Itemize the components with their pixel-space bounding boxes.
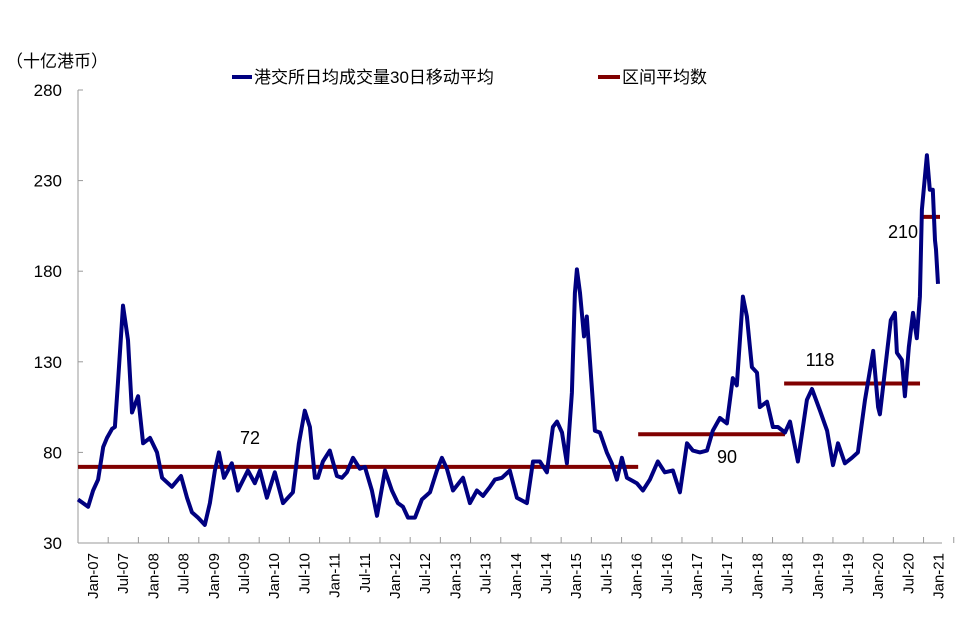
series-line-hkex-30d-average xyxy=(76,153,940,527)
x-tick-label: Jan-20 xyxy=(870,553,887,599)
x-tick-label: Jan-09 xyxy=(206,553,223,599)
x-tick-label: Jan-08 xyxy=(145,553,162,599)
x-tick-label: Jan-18 xyxy=(749,553,766,599)
x-tick-label: Jul-09 xyxy=(236,553,253,594)
x-tick-label: Jan-21 xyxy=(931,553,948,599)
average-value-label: 90 xyxy=(717,447,737,467)
x-ticks: Jan-07 Jul-07 Jan-08 Jul-08 Jan-09 Jul-09 Jan-… xyxy=(85,537,955,599)
x-tick-label: Jul-15 xyxy=(598,553,615,594)
x-tick-label: Jan-19 xyxy=(810,553,827,599)
legend-label-series-1: 区间平均数 xyxy=(622,68,707,87)
x-tick-label: Jan-07 xyxy=(85,553,102,599)
x-tick-label: Jul-12 xyxy=(417,553,434,594)
legend-label-series-0: 港交所日均成交量30日移动平均 xyxy=(254,68,494,87)
series-lines xyxy=(76,153,940,527)
x-tick-label: Jul-10 xyxy=(296,553,313,594)
x-tick-label: Jul-18 xyxy=(780,553,797,594)
x-tick-label: Jan-11 xyxy=(327,553,344,598)
average-value-label: 118 xyxy=(806,350,835,370)
y-tick-label: 30 xyxy=(43,534,62,553)
average-value-label: 210 xyxy=(888,222,918,242)
unit-label: （十亿港币） xyxy=(6,52,108,71)
y-tick-label: 80 xyxy=(43,443,62,462)
x-tick-label: Jan-16 xyxy=(629,553,646,599)
x-tick-label: Jul-17 xyxy=(719,553,736,594)
y-tick-label: 130 xyxy=(34,353,62,372)
x-tick-label: Jul-19 xyxy=(840,553,857,594)
x-tick-label: Jul-13 xyxy=(478,553,495,594)
x-tick-label: Jul-08 xyxy=(176,553,193,594)
x-tick-label: Jan-15 xyxy=(568,553,585,599)
y-tick-label: 180 xyxy=(34,262,62,281)
y-tick-label: 230 xyxy=(34,172,62,191)
x-tick-label: Jan-14 xyxy=(508,553,525,599)
x-tick-label: Jul-14 xyxy=(538,553,555,594)
average-lines: 72 90 118 210 xyxy=(78,214,940,469)
x-tick-label: Jul-16 xyxy=(659,553,676,594)
x-tick-label: Jul-20 xyxy=(900,553,917,594)
x-tick-label: Jan-10 xyxy=(266,553,283,599)
average-value-label: 72 xyxy=(240,428,260,448)
x-tick-label: Jan-12 xyxy=(387,553,404,599)
y-ticks: 30 80 130 180 230 280 xyxy=(34,81,83,553)
x-tick-label: Jan-17 xyxy=(689,553,706,599)
x-tick-label: Jul-11 xyxy=(357,553,374,593)
x-tick-label: Jan-13 xyxy=(447,553,464,599)
y-tick-label: 280 xyxy=(34,81,62,100)
legend: 港交所日均成交量30日移动平均 区间平均数 xyxy=(232,68,707,87)
x-tick-label: Jul-07 xyxy=(115,553,132,594)
